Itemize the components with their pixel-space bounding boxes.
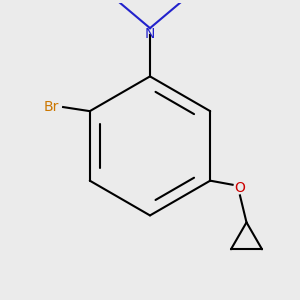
Text: N: N: [145, 27, 155, 41]
Text: Br: Br: [43, 100, 58, 114]
Text: O: O: [235, 181, 245, 195]
